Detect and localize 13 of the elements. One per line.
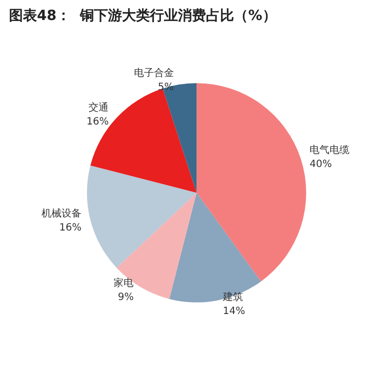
slice-label: 家电 xyxy=(114,277,134,290)
slice-label: 电子合金 xyxy=(134,67,174,80)
slice-label: 建筑 xyxy=(222,290,243,303)
slice-label: 电气电缆 xyxy=(310,144,350,156)
chart-title: 图表48： 铜下游大类行业消费占比（%） xyxy=(9,8,276,24)
data-label: 16% xyxy=(86,116,109,128)
data-label: 5% xyxy=(158,82,174,94)
data-label: 9% xyxy=(118,292,134,304)
data-label: 40% xyxy=(310,159,332,170)
data-label: 14% xyxy=(222,306,246,317)
slice-label: 交通 xyxy=(88,102,109,114)
data-label: 16% xyxy=(59,222,82,234)
slice-label: 机械设备 xyxy=(42,208,82,220)
